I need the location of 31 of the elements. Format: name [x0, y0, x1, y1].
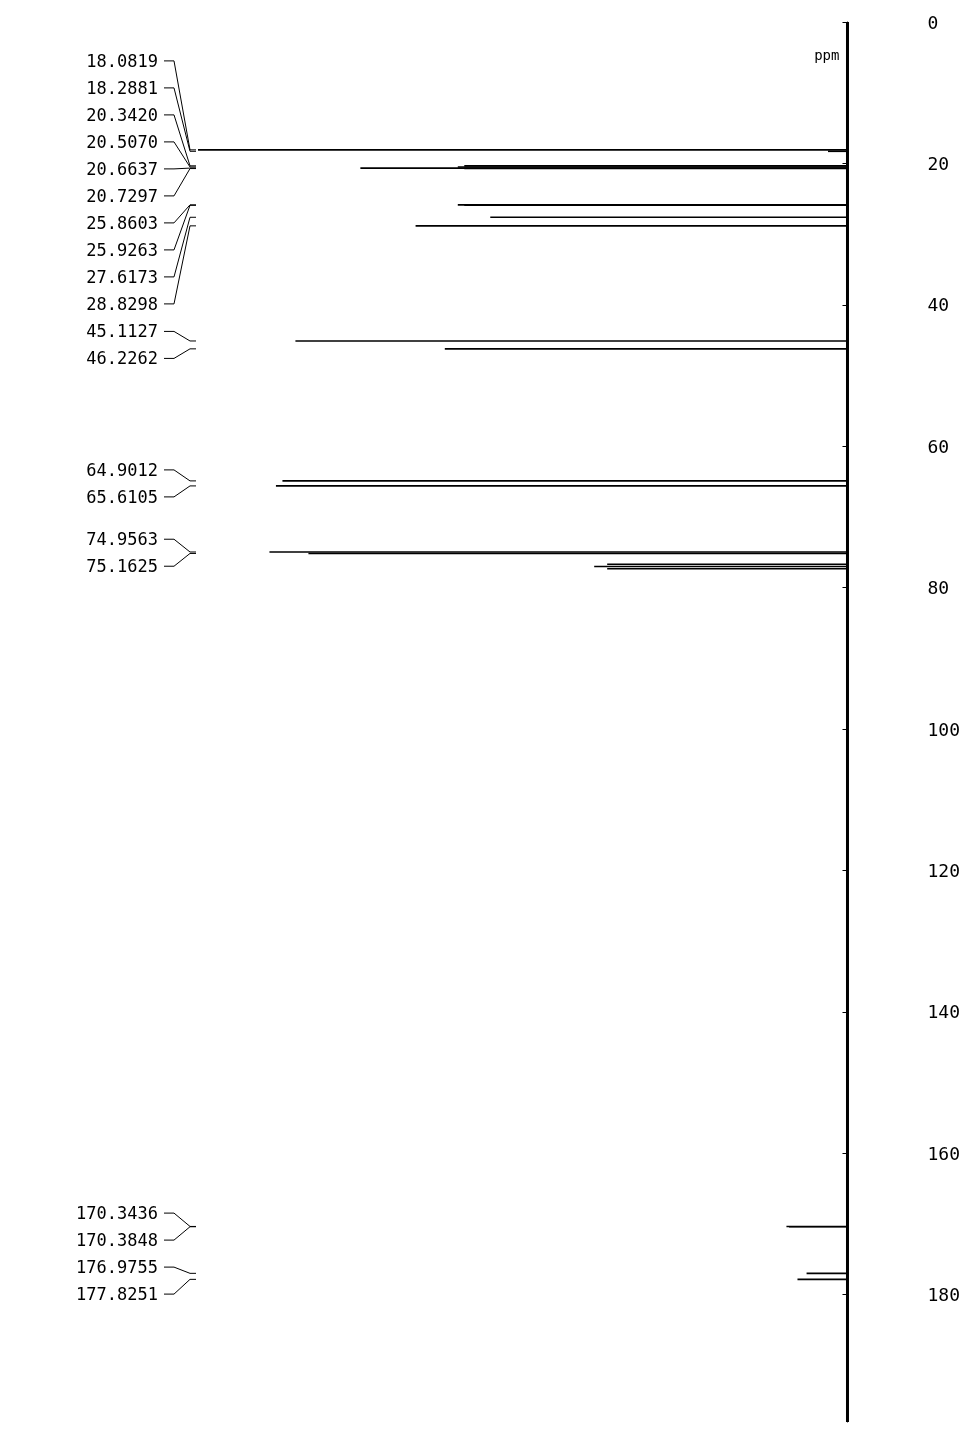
y-tick-label: 120: [927, 859, 960, 881]
text: 18.0819: [86, 50, 158, 71]
text: 27.6173: [86, 266, 158, 287]
text: 20.5070: [86, 131, 158, 152]
y-tick-label: 180: [927, 1284, 960, 1306]
y-tick-label: 60: [927, 435, 950, 457]
text: 177.8251: [76, 1284, 158, 1305]
text: 170.3436: [76, 1203, 158, 1224]
y-tick-label: 0: [927, 11, 939, 33]
text: 45.1127: [86, 321, 158, 342]
text: 28.8298: [86, 293, 158, 314]
text: 75.1625: [86, 556, 158, 577]
y-tick-label: 100: [927, 718, 960, 740]
text: 20.7297: [86, 185, 158, 206]
y-axis-title: ppm: [814, 47, 840, 63]
text: 25.8603: [86, 212, 158, 233]
text: 64.9012: [86, 459, 158, 480]
y-tick-label: 160: [927, 1142, 960, 1164]
y-tick-label: 140: [927, 1001, 960, 1023]
text: 20.6637: [86, 158, 158, 179]
y-tick-label: 80: [927, 577, 950, 599]
text: 170.3848: [76, 1230, 158, 1251]
y-tick-label: 20: [927, 152, 950, 174]
text: 20.3420: [86, 104, 158, 125]
text: 46.2262: [86, 348, 158, 369]
text: 74.9563: [86, 529, 158, 550]
text: 176.9755: [76, 1257, 158, 1278]
text: 18.2881: [86, 77, 158, 98]
text: 25.9263: [86, 239, 158, 260]
text: 65.6105: [86, 486, 158, 507]
y-tick-label: 40: [927, 294, 950, 316]
